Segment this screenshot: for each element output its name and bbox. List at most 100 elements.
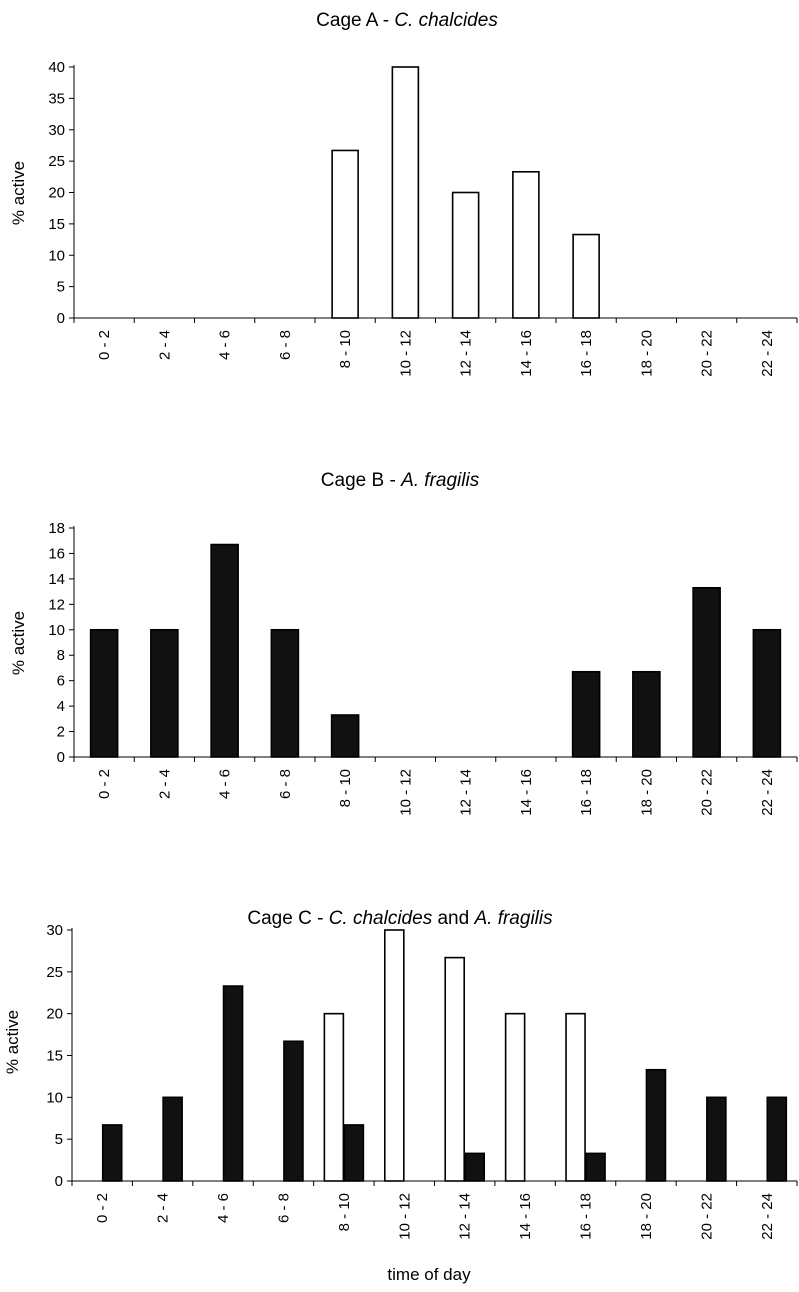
bar: [571, 670, 601, 758]
chart-cage-a: Cage A - C. chalcides % active 0 5 10 15 20 2…: [0, 0, 799, 400]
x-tick-label: 4 - 6: [215, 1193, 232, 1223]
bar: [89, 628, 119, 758]
x-tick-label: 22 - 24: [759, 769, 776, 816]
y-axis-label: % active: [3, 1010, 22, 1074]
y-tick-label: 14: [48, 571, 65, 588]
bar: [504, 1012, 526, 1182]
x-tick-label: 16 - 18: [578, 1193, 595, 1240]
chart-cage-c: Cage C - C. chalcides and A. fragilis % …: [0, 900, 799, 1292]
bar: [692, 586, 721, 758]
y-tick-label: 10: [48, 247, 65, 264]
x-tick-label: 6 - 8: [277, 330, 294, 360]
y-tick-label: 25: [46, 964, 63, 981]
x-tick-label: 10 - 12: [397, 769, 414, 816]
x-tick-label: 12 - 14: [457, 1193, 474, 1240]
bar: [632, 670, 661, 758]
x-tick-label: 14 - 16: [517, 1193, 534, 1240]
x-tick-label: 14 - 16: [518, 769, 535, 816]
y-axis-label: % active: [9, 161, 28, 225]
x-tick-label: 10 - 12: [396, 1193, 413, 1240]
bar: [585, 1152, 606, 1182]
x-tick-label: 8 - 10: [337, 769, 354, 807]
x-tick-label: 12 - 14: [458, 769, 475, 816]
y-tick-label: 2: [57, 724, 65, 741]
y-tick-label: 16: [48, 545, 65, 562]
x-tick-label: 0 - 2: [96, 330, 113, 360]
bar: [752, 628, 782, 758]
bar: [464, 1152, 486, 1182]
bar: [391, 66, 420, 319]
x-tick-label: 6 - 8: [275, 1193, 292, 1223]
chart-title: Cage B - A. fragilis: [321, 470, 480, 491]
x-axis-label: time of day: [387, 1265, 471, 1284]
y-tick-label: 20: [46, 1006, 63, 1023]
x-tick-label: 12 - 14: [458, 330, 475, 377]
x-tick-label: 10 - 12: [397, 330, 414, 377]
x-tick-label: 18 - 20: [638, 769, 655, 816]
y-tick-label: 0: [57, 749, 65, 766]
bar: [383, 929, 405, 1182]
x-tick-label: 2 - 4: [156, 330, 173, 360]
x-tick-label: 8 - 10: [336, 1193, 353, 1231]
bar: [343, 1124, 365, 1182]
y-tick-label: 25: [48, 153, 65, 170]
bar: [572, 233, 600, 319]
x-tick-label: 2 - 4: [156, 769, 173, 799]
x-tick-label: 0 - 2: [96, 769, 113, 799]
chart-cage-b: Cage B - A. fragilis % active 0 2 4 6 8 10 12 1…: [0, 460, 799, 820]
bar: [331, 149, 359, 319]
bar: [512, 170, 540, 319]
bar: [451, 191, 480, 319]
x-tick-label: 4 - 6: [217, 330, 234, 360]
bar: [270, 628, 300, 758]
x-tick-label: 6 - 8: [277, 769, 294, 799]
bar: [645, 1068, 667, 1182]
x-tick-label: 22 - 24: [759, 330, 776, 377]
y-tick-label: 0: [55, 1173, 63, 1190]
chart-title: Cage A - C. chalcides: [316, 10, 498, 31]
x-tick-label: 18 - 20: [638, 330, 655, 377]
bar: [323, 1012, 345, 1182]
x-tick-label: 20 - 22: [698, 1193, 715, 1240]
x-tick-label: 20 - 22: [699, 769, 716, 816]
bar: [162, 1096, 183, 1182]
y-tick-label: 10: [46, 1089, 63, 1106]
y-tick-label: 10: [48, 622, 65, 639]
y-tick-label: 5: [57, 279, 65, 296]
bar: [150, 628, 179, 758]
bar: [706, 1096, 727, 1182]
bar: [101, 1124, 123, 1182]
bar: [330, 714, 360, 758]
chart-cage-c-svg: Cage C - C. chalcides and A. fragilis % …: [3, 908, 798, 1284]
bar: [766, 1096, 788, 1182]
y-tick-label: 5: [55, 1131, 63, 1148]
y-tick-label: 30: [48, 122, 65, 139]
y-tick-label: 15: [48, 216, 65, 233]
x-tick-label: 0 - 2: [94, 1193, 111, 1223]
chart-cage-a-svg: Cage A - C. chalcides % active 0 5 10 15 20 2…: [9, 10, 798, 377]
chart-cage-b-svg: Cage B - A. fragilis % active 0 2 4 6 8 10 12 1…: [9, 470, 798, 816]
x-tick-label: 2 - 4: [155, 1193, 172, 1223]
y-tick-label: 15: [46, 1048, 63, 1065]
y-tick-label: 8: [57, 647, 65, 664]
y-tick-label: 0: [57, 310, 65, 327]
y-tick-label: 20: [48, 185, 65, 202]
y-tick-label: 40: [48, 59, 65, 76]
bar: [222, 985, 244, 1182]
y-tick-label: 12: [48, 596, 65, 613]
x-tick-label: 16 - 18: [578, 769, 595, 816]
x-tick-label: 8 - 10: [337, 330, 354, 368]
x-tick-label: 14 - 16: [518, 330, 535, 377]
chart-title: Cage C - C. chalcides and A. fragilis: [247, 908, 553, 929]
y-tick-label: 6: [57, 673, 65, 690]
x-tick-label: 4 - 6: [217, 769, 234, 799]
y-tick-label: 35: [48, 90, 65, 107]
x-tick-label: 20 - 22: [699, 330, 716, 377]
bar: [283, 1040, 304, 1182]
x-tick-label: 16 - 18: [578, 330, 595, 377]
x-tick-label: 18 - 20: [638, 1193, 655, 1240]
y-axis-label: % active: [9, 611, 28, 675]
y-tick-label: 30: [46, 922, 63, 939]
y-tick-label: 4: [57, 698, 65, 715]
x-tick-label: 22 - 24: [759, 1193, 776, 1240]
